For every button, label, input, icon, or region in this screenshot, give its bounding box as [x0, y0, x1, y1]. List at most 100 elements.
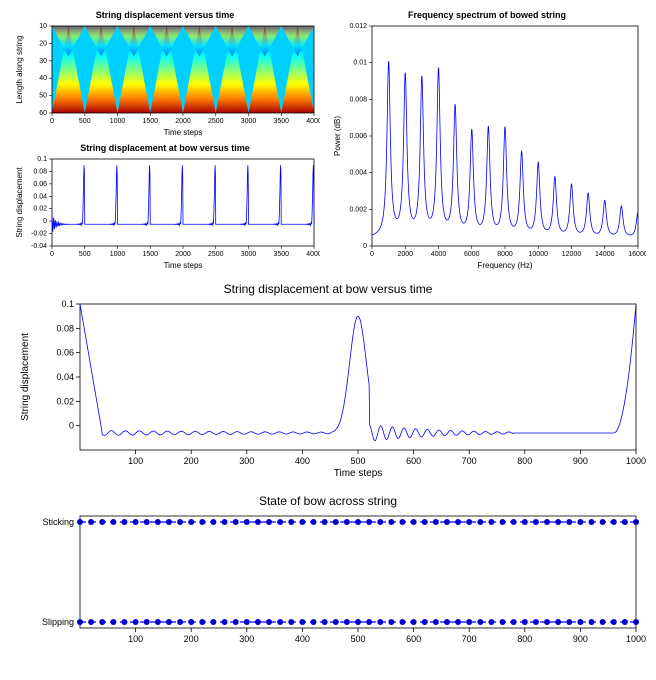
- state-svg: 1002003004005006007008009001000StickingS…: [10, 510, 646, 650]
- heatmap-panel: String displacement versus time 0 500 1000…: [10, 10, 320, 137]
- svg-text:500: 500: [350, 456, 365, 466]
- svg-text:0.08: 0.08: [33, 168, 47, 175]
- svg-text:0.002: 0.002: [349, 206, 367, 213]
- svg-text:1000: 1000: [110, 251, 126, 258]
- svg-text:-0.02: -0.02: [31, 231, 47, 238]
- state-panel: State of bow across string 100 200 300 400 5…: [10, 494, 646, 650]
- svg-text:900: 900: [573, 634, 588, 644]
- heatmap-svg: 0 500 1000 1500 2000 2500 3000 3500 4000 10 20 30 40…: [10, 22, 320, 137]
- svg-text:0.02: 0.02: [33, 206, 47, 213]
- bowtime-title: String displacement at bow versus time: [10, 143, 320, 153]
- svg-text:Frequency (Hz): Frequency (Hz): [477, 261, 532, 270]
- svg-text:0.01: 0.01: [353, 60, 367, 67]
- svg-text:0.004: 0.004: [349, 170, 367, 177]
- svg-text:Power (dB): Power (dB): [333, 116, 342, 156]
- svg-text:3000: 3000: [241, 118, 257, 125]
- svg-text:0.1: 0.1: [61, 299, 74, 309]
- svg-text:4000: 4000: [431, 251, 447, 258]
- svg-text:100: 100: [128, 634, 143, 644]
- svg-text:16000: 16000: [628, 251, 646, 258]
- top-row: String displacement versus time 05001000…: [10, 10, 646, 270]
- svg-text:0: 0: [370, 251, 374, 258]
- svg-text:500: 500: [350, 634, 365, 644]
- svg-text:0: 0: [43, 218, 47, 225]
- svg-text:700: 700: [462, 456, 477, 466]
- svg-text:500: 500: [79, 251, 91, 258]
- svg-text:1000: 1000: [110, 118, 126, 125]
- svg-text:800: 800: [517, 634, 532, 644]
- svg-text:Time steps: Time steps: [164, 261, 203, 270]
- svg-text:0: 0: [69, 421, 74, 431]
- svg-text:2500: 2500: [208, 251, 224, 258]
- svg-text:1000: 1000: [626, 456, 646, 466]
- svg-text:Slipping: Slipping: [42, 617, 74, 627]
- svg-text:String displacement: String displacement: [15, 167, 24, 238]
- svg-text:14000: 14000: [595, 251, 615, 258]
- svg-text:Time steps: Time steps: [164, 128, 203, 137]
- svg-text:0.04: 0.04: [56, 372, 74, 382]
- svg-text:400: 400: [295, 634, 310, 644]
- spectrum-title: Frequency spectrum of bowed string: [328, 10, 646, 20]
- svg-text:Time steps: Time steps: [334, 468, 383, 478]
- svg-text:4000: 4000: [306, 251, 320, 258]
- svg-text:6000: 6000: [464, 251, 480, 258]
- svg-text:500: 500: [79, 118, 91, 125]
- svg-text:10: 10: [39, 23, 47, 30]
- svg-text:0: 0: [50, 118, 54, 125]
- svg-text:Sticking: Sticking: [42, 517, 74, 527]
- spectrum-svg: 0 2000 4000 6000 8000 10000 12000 14000 16000 0 0.…: [328, 22, 646, 270]
- svg-text:30: 30: [39, 58, 47, 65]
- svg-text:700: 700: [462, 634, 477, 644]
- svg-text:0.012: 0.012: [349, 23, 367, 30]
- svg-text:600: 600: [406, 634, 421, 644]
- svg-text:60: 60: [39, 110, 47, 117]
- svg-text:300: 300: [239, 456, 254, 466]
- onecycle-panel: String displacement at bow versus time 1…: [10, 282, 646, 478]
- spectrum-panel: Frequency spectrum of bowed string 0 2000…: [328, 10, 646, 270]
- svg-text:0.006: 0.006: [349, 133, 367, 140]
- svg-text:0.04: 0.04: [33, 193, 47, 200]
- svg-text:2000: 2000: [175, 118, 191, 125]
- svg-text:0.008: 0.008: [349, 96, 367, 103]
- svg-text:400: 400: [295, 456, 310, 466]
- svg-text:2500: 2500: [208, 118, 224, 125]
- onecycle-title: String displacement at bow versus time: [10, 282, 646, 296]
- svg-text:2000: 2000: [397, 251, 413, 258]
- heatmap-title: String displacement versus time: [10, 10, 320, 20]
- svg-text:1500: 1500: [142, 251, 158, 258]
- svg-text:20: 20: [39, 40, 47, 47]
- svg-text:900: 900: [573, 456, 588, 466]
- svg-text:2000: 2000: [175, 251, 191, 258]
- svg-text:3500: 3500: [273, 118, 289, 125]
- svg-text:100: 100: [128, 456, 143, 466]
- svg-text:200: 200: [184, 456, 199, 466]
- svg-text:200: 200: [184, 634, 199, 644]
- svg-text:12000: 12000: [562, 251, 582, 258]
- onecycle-svg: 100 200 300 400 500 600 700 800 900 1000 0 0.02 0.04…: [10, 298, 646, 478]
- svg-text:3500: 3500: [273, 251, 289, 258]
- svg-text:50: 50: [39, 93, 47, 100]
- svg-text:600: 600: [406, 456, 421, 466]
- svg-text:40: 40: [39, 75, 47, 82]
- svg-text:10000: 10000: [529, 251, 549, 258]
- svg-text:0.06: 0.06: [56, 348, 74, 358]
- svg-text:300: 300: [239, 634, 254, 644]
- svg-text:3000: 3000: [241, 251, 257, 258]
- svg-text:0.08: 0.08: [56, 323, 74, 333]
- svg-text:0.06: 0.06: [33, 181, 47, 188]
- state-title: State of bow across string: [10, 494, 646, 508]
- svg-text:Length along string: Length along string: [15, 35, 24, 103]
- svg-text:String displacement: String displacement: [20, 333, 31, 421]
- bowtime-svg: 0 500 1000 1500 2000 2500 3000 3500 4000 -0.04 -0.…: [10, 155, 320, 270]
- svg-text:800: 800: [517, 456, 532, 466]
- svg-text:0: 0: [363, 243, 367, 250]
- svg-text:0.02: 0.02: [56, 396, 74, 406]
- svg-text:0: 0: [50, 251, 54, 258]
- svg-text:1500: 1500: [142, 118, 158, 125]
- left-col: String displacement versus time 05001000…: [10, 10, 320, 270]
- svg-text:4000: 4000: [306, 118, 320, 125]
- bowtime-panel: String displacement at bow versus time 0…: [10, 143, 320, 270]
- svg-text:-0.04: -0.04: [31, 243, 47, 250]
- svg-text:0.1: 0.1: [37, 156, 47, 163]
- svg-text:8000: 8000: [497, 251, 513, 258]
